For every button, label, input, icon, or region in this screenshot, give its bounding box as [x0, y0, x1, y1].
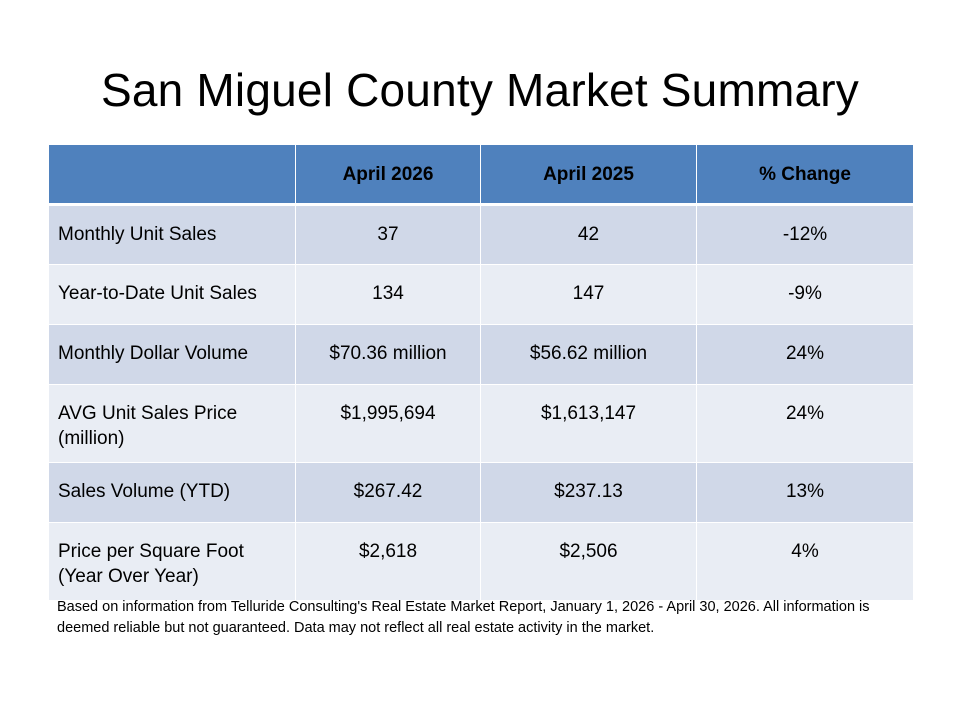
- cell-april-2026: $267.42: [295, 462, 481, 523]
- table-row: Sales Volume (YTD) $267.42 $237.13 13%: [48, 462, 914, 523]
- cell-percent-change: 13%: [696, 462, 914, 523]
- row-label: AVG Unit Sales Price (million): [48, 384, 296, 463]
- cell-percent-change: -12%: [696, 204, 914, 265]
- table-row: Monthly Unit Sales 37 42 -12%: [48, 204, 914, 265]
- column-header-metric: [48, 144, 296, 206]
- cell-percent-change: 24%: [696, 324, 914, 385]
- column-header-april-2025: April 2025: [480, 144, 697, 206]
- cell-april-2025: $2,506: [480, 522, 697, 601]
- cell-april-2026: $1,995,694: [295, 384, 481, 463]
- cell-april-2025: 147: [480, 264, 697, 325]
- cell-april-2026: $70.36 million: [295, 324, 481, 385]
- cell-april-2025: $237.13: [480, 462, 697, 523]
- cell-april-2026: 134: [295, 264, 481, 325]
- cell-april-2025: $56.62 million: [480, 324, 697, 385]
- column-header-april-2026: April 2026: [295, 144, 481, 206]
- cell-percent-change: -9%: [696, 264, 914, 325]
- table-row: Price per Square Foot (Year Over Year) $…: [48, 522, 914, 601]
- row-label: Price per Square Foot (Year Over Year): [48, 522, 296, 601]
- page-title: San Miguel County Market Summary: [100, 64, 859, 116]
- row-label: Monthly Dollar Volume: [48, 324, 296, 385]
- table-row: Monthly Dollar Volume $70.36 million $56…: [48, 324, 914, 385]
- table-row: AVG Unit Sales Price (million) $1,995,69…: [48, 384, 914, 463]
- table-row: Year-to-Date Unit Sales 134 147 -9%: [48, 264, 914, 325]
- market-summary-table: April 2026 April 2025 % Change Monthly U…: [48, 144, 914, 601]
- table-header-row: April 2026 April 2025 % Change: [48, 144, 914, 206]
- row-label: Year-to-Date Unit Sales: [48, 264, 296, 325]
- cell-percent-change: 24%: [696, 384, 914, 463]
- row-label: Sales Volume (YTD): [48, 462, 296, 523]
- cell-april-2025: $1,613,147: [480, 384, 697, 463]
- cell-april-2025: 42: [480, 204, 697, 265]
- cell-april-2026: 37: [295, 204, 481, 265]
- row-label: Monthly Unit Sales: [48, 204, 296, 265]
- footnote: Based on information from Telluride Cons…: [57, 599, 870, 636]
- cell-april-2026: $2,618: [295, 522, 481, 601]
- column-header-percent-change: % Change: [696, 144, 914, 206]
- cell-percent-change: 4%: [696, 522, 914, 601]
